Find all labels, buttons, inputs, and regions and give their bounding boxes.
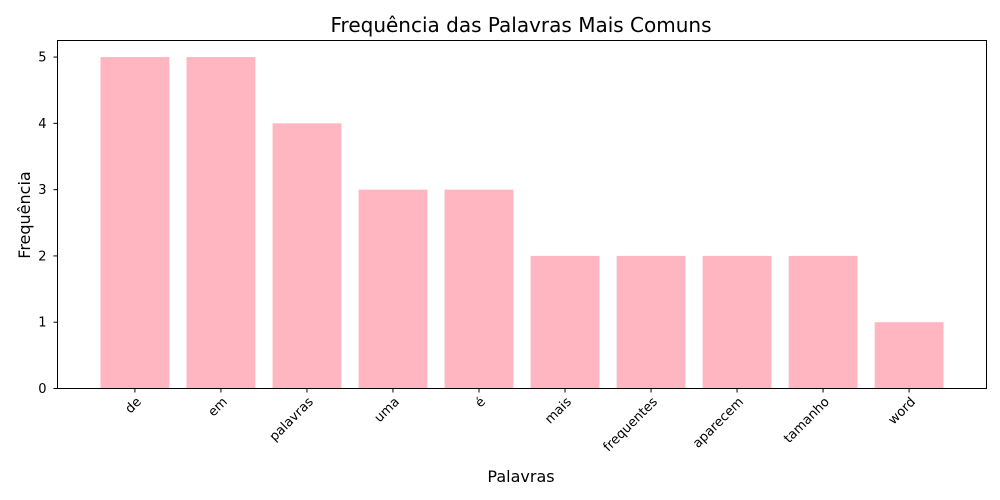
x-tick-label: em [206,395,231,420]
y-tick-label: 3 [38,183,46,198]
bar-tamanho [788,255,858,389]
bar-de [100,57,170,389]
bar-é [444,189,514,389]
bar-uma [358,189,428,389]
x-tick-label: frequentes [601,395,661,455]
x-tick-label: é [473,395,489,411]
bar-palavras [272,123,342,389]
y-tick-label: 2 [38,249,46,264]
bar-aparecem [702,255,772,389]
x-axis-ticks: de em palavras uma é mais frequentes aparecem ta… [123,388,919,455]
y-tick-label: 0 [38,382,46,397]
chart-title: Frequência das Palavras Mais Comuns [330,13,711,37]
y-axis-ticks: 0 1 2 3 4 5 [38,51,58,397]
x-tick-label: palavras [267,395,317,445]
y-tick-label: 4 [38,117,46,132]
x-tick-label: mais [542,395,575,428]
x-tick-label: tamanho [781,395,833,447]
y-tick-label: 5 [38,51,46,66]
bar-em [186,57,256,389]
x-tick-label: de [123,395,145,417]
bar-mais [530,255,600,389]
x-tick-label: word [886,395,919,428]
x-axis-label: Palavras [487,467,554,486]
plot-area-frame [57,40,987,389]
x-tick-label: uma [372,395,403,426]
x-tick-label: aparecem [690,395,747,452]
bar-word [874,322,944,389]
bars-group [100,57,944,389]
y-axis-label: Frequência [15,171,34,258]
bar-frequentes [616,255,686,389]
y-tick-label: 1 [38,316,46,331]
